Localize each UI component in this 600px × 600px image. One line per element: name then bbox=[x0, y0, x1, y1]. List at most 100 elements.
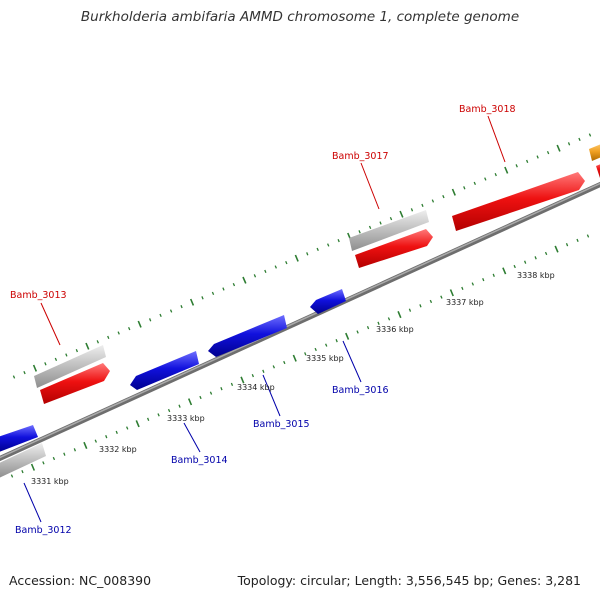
scale-tick bbox=[32, 364, 38, 372]
scale-tick bbox=[567, 142, 571, 146]
scale-tick bbox=[75, 348, 79, 353]
scale-tick bbox=[588, 133, 592, 137]
scale-tick bbox=[586, 234, 590, 238]
scale-tick bbox=[294, 254, 299, 262]
scale-tick bbox=[397, 310, 402, 319]
gene-label-bamb-3014[interactable]: Bamb_3014 bbox=[171, 455, 228, 466]
scale-tick bbox=[419, 304, 422, 308]
scale-tick bbox=[157, 413, 160, 417]
cds-forward-partial[interactable] bbox=[596, 162, 600, 178]
gene-bar[interactable] bbox=[349, 210, 429, 251]
leader-lines bbox=[23, 115, 506, 523]
scale-tick bbox=[264, 269, 267, 274]
gene-bar[interactable] bbox=[0, 443, 46, 478]
scale-tick bbox=[314, 347, 317, 352]
scale-tick bbox=[461, 286, 464, 290]
scale-tick bbox=[159, 313, 162, 318]
scale-label-3334: 3334 kbp bbox=[237, 383, 275, 392]
cds-forward[interactable] bbox=[40, 363, 110, 404]
scale-tick bbox=[189, 298, 195, 306]
scale-label-3331: 3331 kbp bbox=[31, 477, 69, 486]
scale-tick bbox=[12, 375, 16, 379]
scale-tick bbox=[536, 155, 539, 159]
scale-tick bbox=[253, 274, 257, 278]
backbone bbox=[0, 181, 600, 462]
scale-tick bbox=[63, 452, 66, 456]
gene-bar[interactable] bbox=[34, 345, 106, 388]
scale-tick bbox=[178, 404, 181, 408]
scale-tick bbox=[379, 221, 382, 225]
cds-forward[interactable] bbox=[452, 172, 585, 231]
gene-label-bamb-3012[interactable]: Bamb_3012 bbox=[15, 525, 72, 536]
scale-tick bbox=[358, 230, 361, 234]
scale-tick bbox=[240, 376, 245, 384]
scale-tick bbox=[494, 172, 497, 177]
scale-tick bbox=[578, 137, 581, 142]
scale-tick bbox=[211, 291, 215, 296]
scale-tick bbox=[42, 461, 45, 465]
scale-tick bbox=[274, 265, 277, 269]
scale-tick bbox=[335, 339, 338, 343]
scale-label-3338: 3338 kbp bbox=[517, 271, 555, 280]
cds-forward[interactable] bbox=[355, 229, 433, 268]
scale-tick bbox=[449, 289, 454, 297]
scale-tick bbox=[513, 264, 516, 269]
scale-tick bbox=[209, 391, 213, 395]
scale-tick bbox=[492, 273, 495, 277]
scale-tick bbox=[523, 260, 527, 264]
scale-tick bbox=[471, 282, 474, 286]
scale-tick bbox=[576, 238, 579, 242]
scale-tick bbox=[128, 326, 131, 331]
scale-tick bbox=[356, 330, 359, 334]
gene-label-bamb-3015[interactable]: Bamb_3015 bbox=[253, 419, 310, 430]
gene-label-bamb-3018[interactable]: Bamb_3018 bbox=[459, 104, 516, 115]
scale-tick bbox=[180, 304, 183, 309]
scale-tick bbox=[137, 320, 142, 328]
cds-reverse[interactable] bbox=[310, 289, 346, 314]
scale-tick bbox=[377, 321, 380, 325]
scale-tick bbox=[534, 256, 537, 260]
scale-tick bbox=[187, 398, 193, 406]
scale-tick bbox=[117, 331, 120, 335]
scale-tick bbox=[366, 326, 370, 330]
scale-tick bbox=[94, 439, 97, 443]
scale-tick bbox=[431, 199, 435, 203]
scale-tick bbox=[482, 278, 485, 282]
scale-tick bbox=[515, 164, 518, 168]
scale-tick bbox=[105, 435, 108, 439]
scale-label-3333: 3333 kbp bbox=[167, 414, 205, 423]
scale-tick bbox=[135, 420, 140, 428]
scale-tick bbox=[283, 360, 286, 365]
scale-tick bbox=[115, 430, 118, 434]
scale-label-3337: 3337 kbp bbox=[446, 298, 484, 307]
scale-tick bbox=[451, 188, 456, 196]
scale-tick bbox=[148, 318, 152, 322]
scale-tick bbox=[52, 456, 56, 461]
scale-tick bbox=[554, 245, 559, 253]
scale-tick bbox=[525, 159, 529, 164]
scale-tick bbox=[251, 374, 255, 378]
scale-tick bbox=[368, 225, 372, 230]
scale-tick bbox=[23, 370, 26, 375]
scale-tick bbox=[389, 216, 393, 221]
scale-tick bbox=[387, 317, 391, 321]
scale-tick bbox=[167, 408, 171, 413]
cds-reverse[interactable] bbox=[0, 425, 38, 452]
tick-row-outer bbox=[12, 133, 592, 379]
accession-text: Accession: NC_008390 bbox=[9, 573, 152, 588]
cds-reverse[interactable] bbox=[208, 315, 287, 357]
gene-label-bamb-3017[interactable]: Bamb_3017 bbox=[332, 151, 389, 162]
scale-tick bbox=[546, 150, 550, 155]
scale-tick bbox=[502, 267, 507, 275]
gene-label-bamb-3013[interactable]: Bamb_3013 bbox=[10, 290, 67, 301]
feature-partial[interactable] bbox=[589, 142, 600, 161]
scale-tick bbox=[272, 365, 275, 369]
scale-tick bbox=[399, 210, 404, 218]
scale-tick bbox=[421, 203, 424, 208]
scale-tick bbox=[345, 332, 350, 340]
cds-reverse[interactable] bbox=[130, 351, 199, 390]
scale-tick bbox=[65, 353, 68, 357]
gene-label-bamb-3016[interactable]: Bamb_3016 bbox=[332, 385, 389, 396]
scale-tick bbox=[169, 309, 173, 313]
